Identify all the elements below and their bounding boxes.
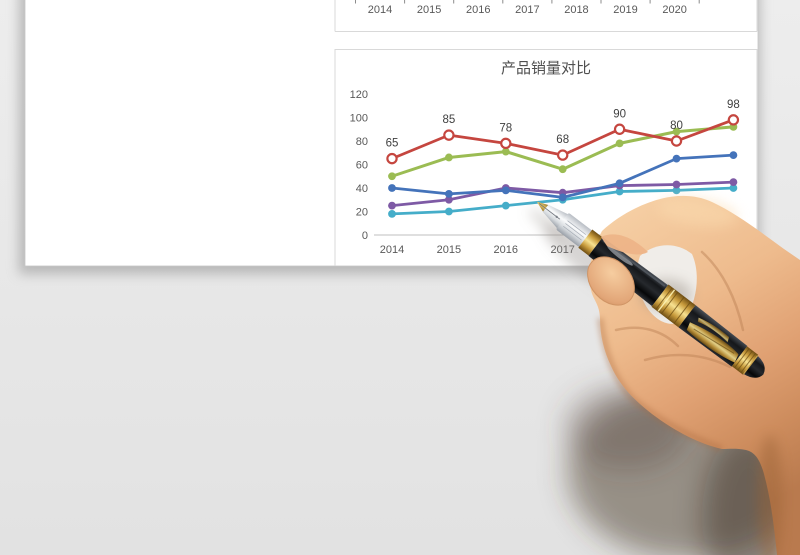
purple-data-point (388, 201, 396, 210)
x-tick-label: 2018 (564, 4, 588, 16)
x-tick-label: 2016 (494, 244, 518, 256)
data-point-label: 90 (613, 108, 626, 120)
purple-data-point (729, 178, 738, 187)
x-tick-label: 2015 (437, 244, 461, 256)
cap-end-dome (743, 355, 765, 378)
chart-title: 产品销量对比 (501, 60, 591, 77)
x-tick-label: 2016 (466, 4, 490, 16)
card-border (334, 49, 758, 266)
green-data-point (388, 172, 396, 181)
pen-gold-ring (578, 229, 603, 256)
green-data-point (445, 153, 453, 162)
dome-gold-rim (743, 355, 759, 375)
red-data-point (557, 149, 569, 161)
teal-data-point (729, 184, 738, 192)
sales-chart-card: 产品销量对比 020406080100120201420152016201720… (334, 49, 758, 266)
blue-data-point (672, 154, 681, 163)
data-point-label: 85 (443, 114, 456, 126)
index-finger-overlap (601, 234, 648, 255)
green-data-point (558, 165, 567, 174)
purple-data-point (672, 180, 681, 189)
finial-ridges (734, 348, 756, 373)
y-tick-label: 100 (350, 113, 368, 125)
data-point-label: 65 (386, 138, 399, 150)
y-tick-label: 120 (350, 89, 368, 101)
band-ridges (655, 288, 691, 324)
nib-breather-hole (555, 215, 558, 218)
top-chart-card: 2014 2015 2016 2017 2018 2019 2020 (334, 0, 758, 32)
teal-data-point (501, 201, 510, 210)
red-data-point (613, 123, 626, 135)
y-tick-label: 20 (356, 207, 368, 219)
teal-data-point (672, 186, 681, 195)
green-data-point (501, 147, 510, 156)
finger-creases (614, 250, 745, 369)
grip-engraving (563, 220, 587, 241)
blue-data-point (615, 179, 624, 188)
y-tick-label: 0 (362, 230, 368, 242)
teal-data-point (615, 187, 624, 196)
sales-chart-plot: 0204060801001202014201520162017201820192… (350, 89, 752, 256)
cap-gold-accent (697, 317, 730, 343)
green-data-point (615, 139, 624, 148)
thumb-tip (587, 256, 635, 306)
red-data-point (670, 135, 683, 147)
teal-data-point (445, 207, 453, 216)
x-tick-label: 2017 (515, 4, 539, 16)
blue-data-point (445, 189, 453, 198)
teal-data-point (388, 209, 396, 218)
y-tick-label: 40 (356, 183, 368, 195)
top-chart-x-axis: 2014 2015 2016 2017 2018 2019 2020 (355, 0, 700, 16)
data-point-label: 78 (499, 122, 512, 134)
y-tick-label: 60 (356, 160, 368, 172)
barrel-glint (607, 245, 633, 266)
data-point-label: 80 (670, 120, 683, 132)
blue-data-point (388, 184, 396, 192)
x-tick-label: 2020 (662, 4, 686, 16)
data-point-label: 68 (556, 134, 569, 146)
red-data-point (727, 114, 740, 126)
red-data-point (386, 152, 398, 165)
filigree-line (693, 328, 735, 354)
blue-data-point (729, 151, 738, 160)
green-data-point (672, 127, 681, 136)
blue-data-point (501, 186, 510, 195)
x-tick-label: 2019 (613, 4, 637, 16)
knuckle-highlight (658, 197, 738, 227)
red-data-point (443, 129, 455, 141)
x-tick-label: 2014 (380, 244, 404, 256)
finger-curl-shading (597, 317, 724, 452)
red-data-point (500, 137, 512, 150)
pen-gold-band (651, 284, 696, 328)
purple-data-point (445, 195, 453, 204)
wrist-shading (757, 435, 783, 555)
x-tick-label: 2015 (417, 4, 441, 16)
x-tick-label: 2014 (368, 4, 392, 16)
blue-data-point (558, 193, 567, 202)
y-tick-label: 80 (356, 136, 368, 148)
data-point-label: 98 (727, 99, 740, 111)
